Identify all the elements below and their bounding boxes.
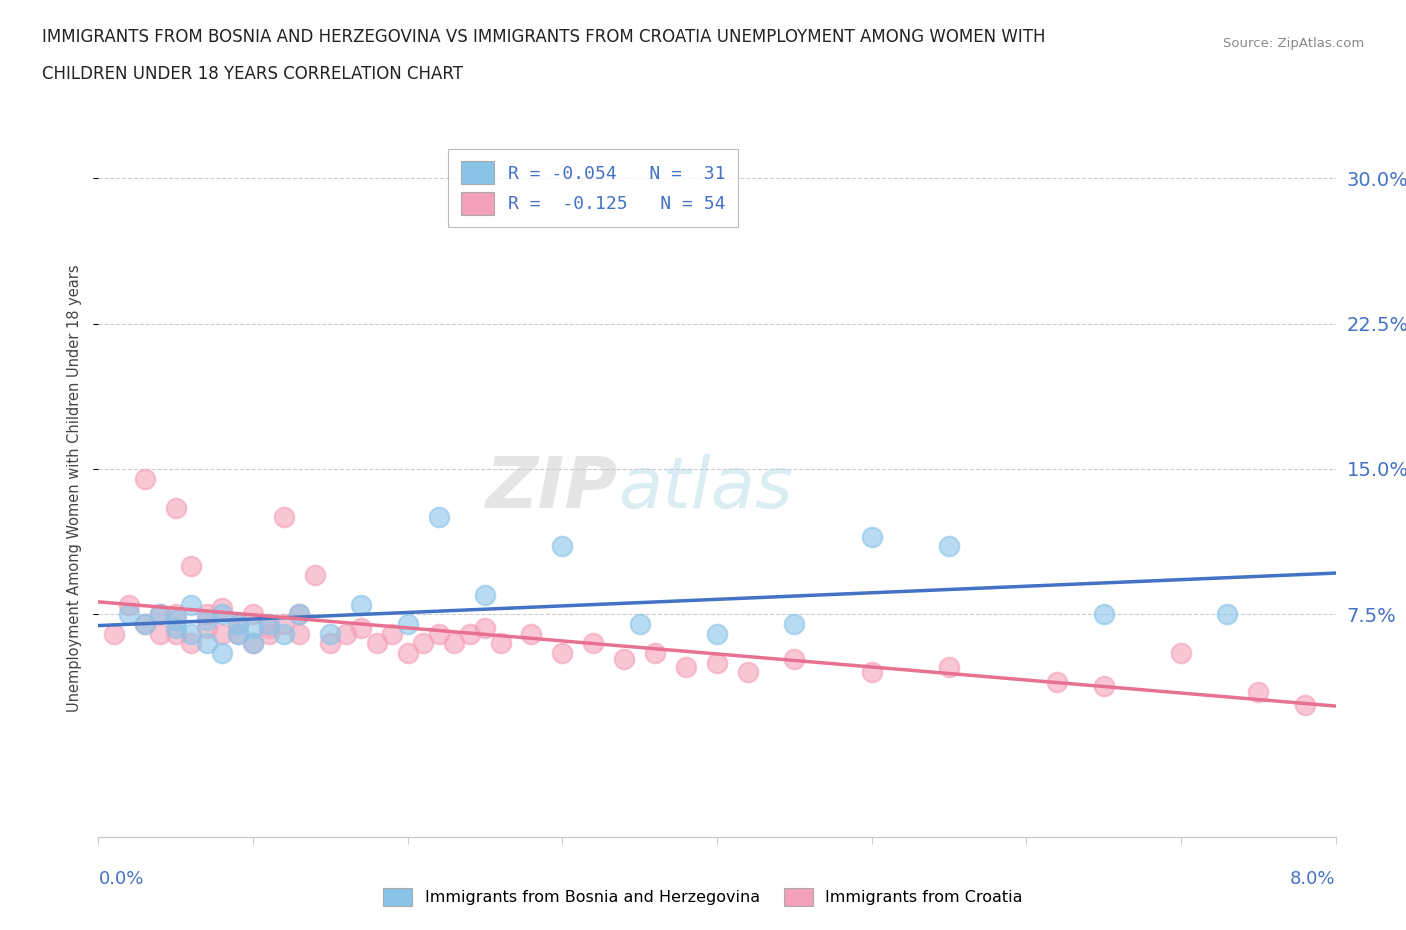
Point — [551, 539, 574, 554]
Point — [706, 656, 728, 671]
Point — [381, 626, 404, 641]
Point — [860, 529, 883, 544]
Point — [783, 651, 806, 666]
Point — [350, 620, 373, 635]
Point — [675, 659, 697, 674]
Point — [211, 626, 233, 641]
Point — [180, 626, 202, 641]
Point — [288, 626, 311, 641]
Point — [1294, 698, 1316, 712]
Text: CHILDREN UNDER 18 YEARS CORRELATION CHART: CHILDREN UNDER 18 YEARS CORRELATION CHAR… — [42, 65, 463, 83]
Point — [860, 665, 883, 680]
Point — [644, 645, 666, 660]
Point — [165, 500, 187, 515]
Point — [226, 626, 249, 641]
Point — [319, 626, 342, 641]
Point — [195, 606, 218, 621]
Point — [242, 606, 264, 621]
Point — [613, 651, 636, 666]
Point — [489, 636, 512, 651]
Point — [273, 626, 295, 641]
Point — [226, 626, 249, 641]
Point — [737, 665, 759, 680]
Point — [165, 613, 187, 628]
Point — [628, 617, 651, 631]
Point — [273, 617, 295, 631]
Point — [288, 606, 311, 621]
Point — [1046, 674, 1069, 689]
Point — [118, 597, 141, 612]
Point — [242, 636, 264, 651]
Point — [427, 510, 450, 525]
Point — [783, 617, 806, 631]
Point — [304, 568, 326, 583]
Point — [149, 606, 172, 621]
Legend: Immigrants from Bosnia and Herzegovina, Immigrants from Croatia: Immigrants from Bosnia and Herzegovina, … — [377, 882, 1029, 912]
Point — [257, 617, 280, 631]
Point — [427, 626, 450, 641]
Point — [242, 636, 264, 651]
Text: atlas: atlas — [619, 454, 793, 523]
Point — [134, 617, 156, 631]
Point — [165, 620, 187, 635]
Point — [195, 613, 218, 628]
Point — [396, 645, 419, 660]
Point — [257, 626, 280, 641]
Point — [350, 597, 373, 612]
Point — [165, 626, 187, 641]
Point — [1216, 606, 1239, 621]
Point — [195, 620, 218, 635]
Point — [1092, 606, 1115, 621]
Point — [1170, 645, 1192, 660]
Point — [103, 626, 125, 641]
Point — [226, 617, 249, 631]
Point — [1247, 684, 1270, 699]
Point — [396, 617, 419, 631]
Text: IMMIGRANTS FROM BOSNIA AND HERZEGOVINA VS IMMIGRANTS FROM CROATIA UNEMPLOYMENT A: IMMIGRANTS FROM BOSNIA AND HERZEGOVINA V… — [42, 28, 1046, 46]
Point — [474, 620, 496, 635]
Point — [319, 636, 342, 651]
Text: Source: ZipAtlas.com: Source: ZipAtlas.com — [1223, 37, 1364, 50]
Point — [520, 626, 543, 641]
Point — [288, 606, 311, 621]
Point — [273, 510, 295, 525]
Point — [134, 472, 156, 486]
Point — [706, 626, 728, 641]
Point — [443, 636, 465, 651]
Point — [938, 539, 960, 554]
Point — [165, 606, 187, 621]
Point — [474, 588, 496, 603]
Point — [226, 617, 249, 631]
Point — [180, 636, 202, 651]
Point — [458, 626, 481, 641]
Text: 0.0%: 0.0% — [98, 870, 143, 887]
Point — [242, 620, 264, 635]
Point — [149, 626, 172, 641]
Point — [211, 606, 233, 621]
Point — [149, 606, 172, 621]
Point — [211, 645, 233, 660]
Point — [180, 558, 202, 573]
Legend: R = -0.054   N =  31, R =  -0.125   N = 54: R = -0.054 N = 31, R = -0.125 N = 54 — [449, 149, 738, 228]
Point — [551, 645, 574, 660]
Point — [335, 626, 357, 641]
Point — [412, 636, 434, 651]
Point — [134, 617, 156, 631]
Text: 8.0%: 8.0% — [1291, 870, 1336, 887]
Point — [118, 606, 141, 621]
Point — [1092, 679, 1115, 694]
Y-axis label: Unemployment Among Women with Children Under 18 years: Unemployment Among Women with Children U… — [67, 264, 83, 712]
Text: ZIP: ZIP — [486, 454, 619, 523]
Point — [582, 636, 605, 651]
Point — [211, 601, 233, 616]
Point — [180, 597, 202, 612]
Point — [257, 620, 280, 635]
Point — [938, 659, 960, 674]
Point — [195, 636, 218, 651]
Point — [366, 636, 388, 651]
